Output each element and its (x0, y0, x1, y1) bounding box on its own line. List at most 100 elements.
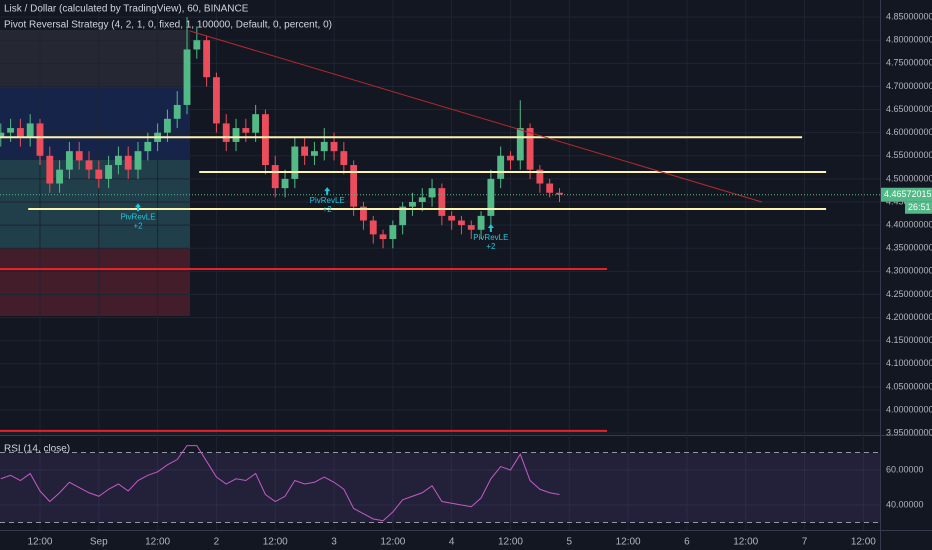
y-tick-label: 4.55000000 (886, 150, 932, 160)
trend-line (189, 30, 763, 203)
y-tick-label: 4.25000000 (886, 289, 932, 299)
x-tick-label: 2 (214, 537, 220, 548)
candle-body (458, 220, 465, 226)
rsi-title: RSI (14, close) (4, 444, 70, 455)
rsi-line (0, 445, 560, 522)
candle-body (507, 155, 514, 161)
y-tick-label: 4.75000000 (886, 58, 932, 68)
x-tick-label: Sep (90, 537, 108, 548)
candle-body (124, 155, 132, 170)
candle-body (75, 151, 83, 161)
position-box (0, 30, 190, 88)
candle-body (301, 146, 309, 156)
candle-body (212, 77, 220, 124)
position-box (0, 88, 190, 248)
signal-qty: +2 (486, 242, 496, 251)
y-tick-label: 4.50000000 (886, 173, 932, 183)
signal-arrow (487, 224, 494, 233)
x-tick-label: 3 (331, 537, 337, 548)
candle-body (350, 165, 358, 207)
candle-body (163, 118, 171, 133)
chart-title: Lisk / Dollar (calculated by TradingView… (4, 4, 249, 15)
candle-body (409, 202, 416, 207)
x-tick-label: 6 (684, 537, 690, 548)
candle-body (556, 192, 563, 195)
position-box (0, 248, 190, 316)
y-tick-label: 4.35000000 (886, 243, 932, 253)
signal-arrow (135, 203, 142, 212)
y-tick-label: 40.00000 (886, 499, 924, 509)
candle-body (418, 197, 426, 203)
candle-body (497, 155, 505, 179)
chart-subtitle: Pivot Reversal Strategy (4, 2, 1, 0, fix… (4, 20, 332, 31)
x-tick-label: 12:00 (145, 537, 170, 548)
candle-body (26, 123, 34, 138)
x-tick-label: 12:00 (380, 537, 405, 548)
candle-body (526, 128, 534, 170)
y-tick-label: 4.70000000 (886, 81, 932, 91)
candle-body (360, 206, 367, 221)
y-tick-label: 4.60000000 (886, 127, 932, 137)
y-tick-label: 60.00000 (886, 464, 924, 474)
candle-body (144, 141, 152, 152)
y-tick-label: 4.00000000 (886, 404, 932, 414)
candle-body (448, 215, 456, 221)
candle-body (281, 178, 289, 189)
y-tick-label: 4.40000000 (886, 220, 932, 230)
candle-body (95, 169, 103, 179)
candle-body (320, 141, 328, 152)
candle-body (173, 104, 181, 119)
signal-arrow (324, 187, 331, 196)
candle-body (7, 128, 15, 133)
candle-body (65, 151, 73, 170)
candle-body (16, 128, 24, 138)
last-price-label: 4.46572015 (884, 189, 932, 199)
candle-body (85, 160, 93, 170)
position-box (0, 160, 190, 248)
candle-body (438, 188, 446, 216)
candle-body (252, 114, 260, 133)
y-tick-label: 4.80000000 (886, 35, 932, 45)
candle-body (379, 234, 387, 239)
candle-body (36, 123, 44, 156)
x-tick-label: 7 (802, 537, 808, 548)
candle-body (222, 123, 230, 142)
y-tick-label: 4.15000000 (886, 335, 932, 345)
x-tick-label: 12:00 (498, 537, 523, 548)
candle-body (546, 183, 554, 193)
candle-body (203, 40, 211, 78)
candle-body (389, 225, 397, 239)
signal-qty: +2 (133, 221, 143, 230)
candle-body (262, 114, 269, 166)
candle-body (114, 155, 122, 166)
candle-body (232, 128, 240, 142)
candle-body (271, 165, 279, 189)
candle-body (330, 141, 338, 152)
x-tick-label: 12:00 (851, 537, 876, 548)
x-tick-label: 4 (449, 537, 455, 548)
candle-body (428, 188, 436, 198)
candle-body (369, 220, 377, 235)
countdown-label: 26:51 (908, 202, 931, 212)
candle-body (399, 206, 407, 226)
y-tick-label: 4.05000000 (886, 381, 932, 391)
x-tick-label: 12:00 (263, 537, 288, 548)
candle-body (105, 165, 113, 179)
x-tick-label: 12:00 (733, 537, 758, 548)
candle-body (134, 151, 142, 170)
signal-label: PivRevLE (120, 212, 155, 221)
countdown-tag (905, 201, 932, 214)
x-tick-label: 5 (567, 537, 573, 548)
signal-label: PivRevLE (473, 233, 508, 242)
candle-body (183, 49, 191, 105)
candle-body (46, 155, 54, 184)
candle-body (291, 146, 299, 179)
candle-body (311, 151, 318, 156)
y-tick-label: 4.30000000 (886, 266, 932, 276)
candle-body (56, 169, 64, 184)
y-tick-label: 3.95000000 (886, 428, 932, 438)
rsi-band (0, 452, 880, 523)
